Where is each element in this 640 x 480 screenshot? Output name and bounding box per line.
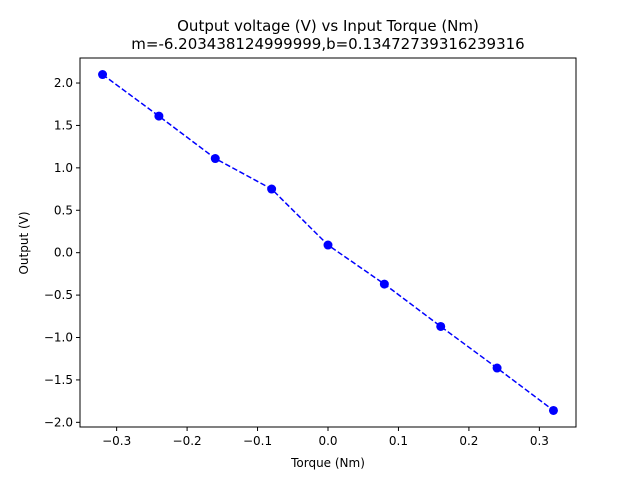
y-tick-label: 0.0: [54, 246, 73, 260]
y-tick-label: −2.0: [44, 415, 73, 429]
data-point: [548, 405, 558, 415]
data-point: [323, 240, 333, 250]
data-point: [154, 111, 164, 121]
data-point: [267, 184, 277, 194]
data-point: [98, 70, 108, 80]
x-tick-label: −0.3: [102, 434, 131, 448]
x-tick-label: 0.3: [530, 434, 549, 448]
y-axis: 2.0 1.5 1.0 0.5 0.0 −0.5 −1.0 −1.5 −2.0: [44, 76, 80, 429]
x-tick-label: 0.2: [459, 434, 478, 448]
x-tick-label: −0.2: [173, 434, 202, 448]
y-tick-label: 1.0: [54, 161, 73, 175]
data-point: [210, 154, 220, 164]
x-tick-label: 0.0: [318, 434, 337, 448]
data-point: [379, 279, 389, 289]
y-tick-label: 2.0: [54, 76, 73, 90]
y-tick-label: −1.5: [44, 373, 73, 387]
y-tick-label: 0.5: [54, 203, 73, 217]
data-point: [492, 363, 502, 373]
x-tick-label: −0.1: [243, 434, 272, 448]
x-tick-label: 0.1: [389, 434, 408, 448]
y-axis-label: Output (V): [17, 211, 31, 274]
x-axis-label: Torque (Nm): [290, 456, 365, 470]
plot-area: [98, 70, 558, 415]
x-axis: −0.3 −0.2 −0.1 0.0 0.1 0.2 0.3: [102, 427, 549, 448]
y-tick-label: 1.5: [54, 118, 73, 132]
chart-title: Output voltage (V) vs Input Torque (Nm): [177, 17, 479, 35]
y-tick-label: −1.0: [44, 331, 73, 345]
y-tick-label: −0.5: [44, 288, 73, 302]
chart-subtitle: m=-6.203438124999999,b=0.134727393162393…: [131, 35, 524, 53]
data-point: [436, 321, 446, 331]
